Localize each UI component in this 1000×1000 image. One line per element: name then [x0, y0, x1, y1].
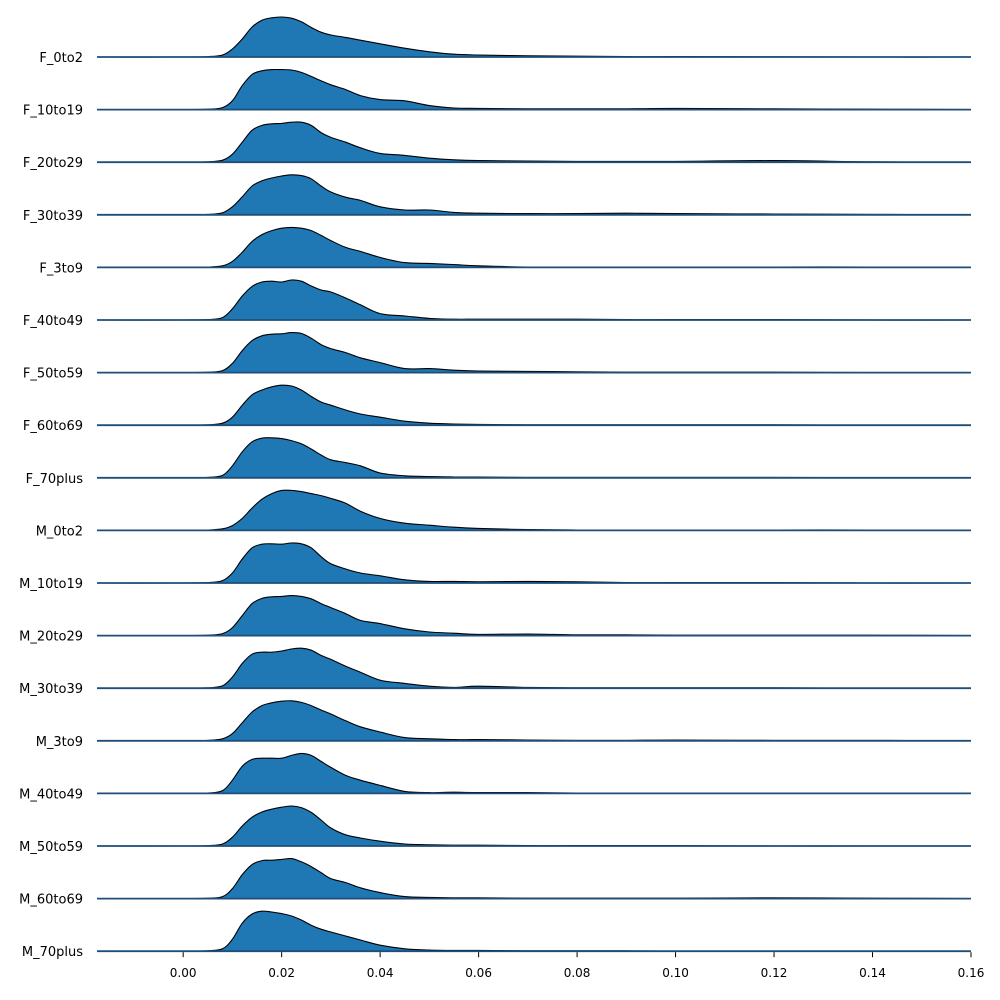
ridge-outline-M_3to9 — [96, 700, 972, 742]
row-label-F_60to69: F_60to69 — [23, 419, 83, 434]
row-label-M_50to59: M_50to59 — [19, 840, 83, 855]
ridge-F_10to19: F_10to19 — [23, 68, 972, 119]
ridge-outline-F_50to59 — [96, 332, 972, 374]
x-axis: 0.00 0.02 0.04 0.06 0.08 0.10 0.12 0.14 0.16 — [170, 952, 985, 980]
ridge-M_70plus: M_70plus — [22, 910, 971, 960]
ridge-area-M_30to39 — [97, 648, 971, 689]
ridge-outline-M_20to29 — [96, 595, 972, 637]
row-label-F_50to59: F_50to59 — [23, 367, 83, 382]
ridge-area-M_10to19 — [97, 542, 971, 584]
ridge-F_20to29: F_20to29 — [23, 121, 972, 171]
x-tick-label: 0.00 — [170, 966, 197, 980]
ridge-M_10to19: M_10to19 — [19, 542, 972, 592]
ridge-F_3to9: F_3to9 — [39, 226, 972, 276]
ridge-F_70plus: F_70plus — [26, 437, 972, 487]
ridge-area-M_70plus — [97, 911, 971, 952]
x-tick-label: 0.16 — [958, 966, 985, 980]
ridge-outline-F_3to9 — [96, 226, 972, 268]
ridge-outline-M_50to59 — [96, 805, 971, 847]
ridge-area-M_60to69 — [97, 858, 971, 899]
ridge-M_40to49: M_40to49 — [19, 752, 971, 802]
row-label-F_20to29: F_20to29 — [23, 156, 83, 171]
x-tick-label: 0.10 — [662, 966, 689, 980]
ridge-area-F_40to49 — [97, 279, 971, 321]
x-tick-label: 0.08 — [564, 966, 591, 980]
row-label-F_3to9: F_3to9 — [39, 261, 83, 276]
row-label-M_10to19: M_10to19 — [19, 577, 83, 592]
x-tick-label: 0.12 — [761, 966, 788, 980]
ridge-area-F_60to69 — [97, 385, 971, 426]
row-label-F_0to2: F_0to2 — [39, 51, 83, 66]
ridge-outline-F_40to49 — [96, 279, 972, 321]
ridge-outline-M_60to69 — [96, 857, 972, 900]
row-label-M_3to9: M_3to9 — [36, 735, 83, 750]
row-label-M_0to2: M_0to2 — [36, 524, 83, 539]
ridge-M_20to29: M_20to29 — [19, 595, 972, 645]
ridge-area-M_40to49 — [97, 753, 971, 794]
ridge-outline-F_30to39 — [96, 174, 972, 216]
ridge-M_3to9: M_3to9 — [36, 700, 972, 750]
row-label-M_70plus: M_70plus — [22, 945, 83, 960]
x-tick-label: 0.04 — [367, 966, 394, 980]
row-label-F_30to39: F_30to39 — [23, 209, 83, 224]
row-label-F_40to49: F_40to49 — [23, 314, 83, 329]
row-label-M_20to29: M_20to29 — [19, 630, 83, 645]
ridge-area-F_0to2 — [97, 16, 971, 58]
ridge-outline-F_20to29 — [96, 121, 972, 163]
ridge-area-F_70plus — [97, 437, 971, 478]
ridge-M_0to2: M_0to2 — [36, 489, 972, 539]
ridge-outline-F_10to19 — [96, 68, 972, 111]
x-tick-label: 0.06 — [465, 966, 492, 980]
ridge-area-F_30to39 — [97, 174, 971, 215]
ridge-F_30to39: F_30to39 — [23, 174, 972, 224]
ridge-F_50to59: F_50to59 — [23, 332, 972, 382]
ridge-outline-F_0to2 — [96, 16, 972, 58]
ridge-area-M_20to29 — [97, 595, 971, 636]
row-label-M_30to39: M_30to39 — [19, 682, 83, 697]
ridge-outline-F_60to69 — [96, 384, 972, 426]
ridge-area-M_3to9 — [97, 700, 971, 741]
row-label-M_60to69: M_60to69 — [19, 893, 83, 908]
x-tick-label: 0.14 — [859, 966, 886, 980]
ridge-outline-M_30to39 — [96, 647, 972, 689]
ridge-area-F_10to19 — [97, 69, 971, 110]
row-label-F_10to19: F_10to19 — [23, 104, 83, 119]
ridge-area-F_50to59 — [97, 332, 971, 373]
ridge-F_0to2: F_0to2 — [39, 16, 972, 66]
ridge-M_30to39: M_30to39 — [19, 647, 972, 697]
row-label-F_70plus: F_70plus — [26, 472, 84, 487]
ridge-area-M_0to2 — [97, 490, 971, 531]
ridge-area-F_3to9 — [97, 227, 971, 268]
ridge-area-F_20to29 — [97, 121, 971, 163]
x-tick-label: 0.02 — [268, 966, 295, 980]
ridges-group: F_0to2 F_10to19 F_20to29 F_30to39 F_3to9 F_40… — [19, 16, 972, 960]
ridge-M_50to59: M_50to59 — [19, 805, 971, 855]
row-label-M_40to49: M_40to49 — [19, 787, 83, 802]
ridge-F_40to49: F_40to49 — [23, 279, 972, 329]
ridge-F_60to69: F_60to69 — [23, 384, 972, 434]
ridge-outline-M_10to19 — [96, 542, 972, 584]
ridge-M_60to69: M_60to69 — [19, 857, 972, 908]
ridge-area-M_50to59 — [97, 805, 971, 847]
ridge-outline-M_0to2 — [96, 489, 972, 531]
